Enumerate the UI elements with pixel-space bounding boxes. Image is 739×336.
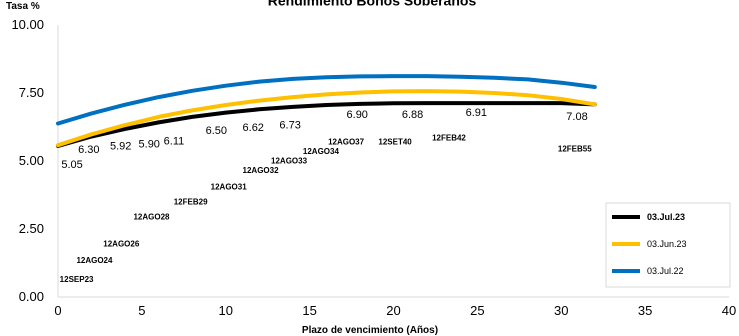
x-axis-ticks: 0 5 10 15 20 25 30 35 40: [54, 303, 736, 318]
bond-label: 12FEB55: [558, 144, 592, 153]
y-tick-label: 0.00: [19, 289, 44, 304]
value-label: 5.92: [110, 141, 131, 153]
bond-label: 12AGO24: [76, 256, 113, 265]
value-label: 6.90: [347, 109, 368, 121]
bond-label: 12SET40: [378, 138, 412, 147]
chart-title: Rendimiento Bonos Soberanos: [268, 0, 477, 9]
bond-label: 12AGO37: [328, 138, 365, 147]
x-tick-label: 30: [554, 303, 568, 318]
x-tick-label: 15: [302, 303, 316, 318]
value-label: 7.08: [566, 111, 587, 123]
x-tick-label: 20: [386, 303, 400, 318]
bond-label: 12AGO28: [133, 212, 170, 221]
value-label: 6.50: [206, 125, 227, 137]
bond-label: 12AGO33: [271, 157, 308, 166]
plot-area: [57, 25, 729, 298]
x-tick-label: 40: [722, 303, 736, 318]
legend-label: 03.Jul.23: [647, 212, 685, 222]
value-label: 6.11: [164, 136, 185, 148]
y-axis-label: Tasa %: [6, 1, 40, 12]
value-label: 6.91: [466, 107, 487, 119]
bond-label: 12AGO26: [103, 240, 140, 249]
value-label: 6.30: [78, 144, 99, 156]
y-tick-label: 2.50: [19, 221, 44, 236]
series-lines: [56, 74, 597, 148]
x-axis-label: Plazo de vencimiento (Años): [302, 325, 438, 336]
series-line: [56, 74, 597, 126]
series-line: [56, 101, 597, 148]
bond-label: 12SEP23: [60, 275, 94, 284]
bond-labels: 12SEP2312AGO2412AGO2612AGO2812FEB2912AGO…: [60, 134, 593, 284]
bond-label: 12FEB42: [432, 134, 466, 143]
bond-label: 12AGO32: [243, 166, 280, 175]
value-label: 6.88: [402, 109, 423, 121]
value-label: 6.73: [279, 119, 300, 131]
y-tick-label: 7.50: [19, 85, 44, 100]
value-labels: 5.05 6.30 5.92 5.90 6.11 6.50 6.62 6.73 6.90 6.88…: [61, 107, 587, 171]
value-label: 5.90: [139, 138, 160, 150]
value-label: 5.05: [61, 159, 82, 171]
bond-label: 12AGO31: [211, 183, 248, 192]
x-tick-label: 35: [638, 303, 652, 318]
x-tick-label: 5: [138, 303, 145, 318]
legend-label: 03.Jul.22: [647, 266, 684, 276]
x-tick-label: 10: [219, 303, 233, 318]
x-tick-label: 0: [54, 303, 61, 318]
legend-label: 03.Jun.23: [647, 239, 687, 249]
y-axis-ticks: 0.00 2.50 5.00 7.50 10.00: [11, 17, 44, 304]
x-tick-label: 25: [470, 303, 484, 318]
y-tick-label: 10.00: [11, 17, 44, 32]
y-tick-label: 5.00: [19, 153, 44, 168]
value-label: 6.62: [243, 122, 264, 134]
series-line: [56, 89, 597, 148]
legend: 03.Jul.23 03.Jun.23 03.Jul.22: [605, 202, 731, 288]
bond-label: 12AGO34: [303, 147, 340, 156]
bond-label: 12FEB29: [174, 198, 208, 207]
